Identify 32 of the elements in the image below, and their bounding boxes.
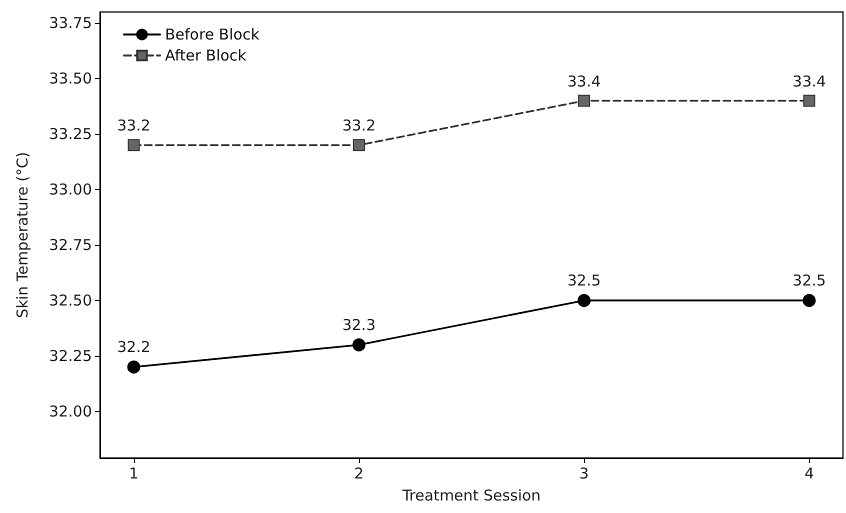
text: 33.50 — [49, 70, 92, 88]
data-label: 32.3 — [342, 316, 376, 334]
point — [128, 139, 140, 152]
data-label: 33.4 — [792, 72, 826, 90]
data-label: 32.5 — [567, 271, 601, 290]
x-tick-label: 1 — [129, 464, 139, 482]
x-tick-label: 3 — [579, 464, 589, 482]
data-label: 33.2 — [342, 116, 376, 135]
point — [352, 139, 365, 152]
text: 32.00 — [49, 402, 92, 420]
legend-label: Before Block — [165, 26, 260, 44]
x-tick-label: 4 — [804, 464, 814, 482]
point — [352, 338, 366, 352]
data-label: 33.4 — [567, 72, 601, 90]
point — [802, 294, 816, 307]
y-axis-title: Skin Temperature (°C) — [14, 152, 32, 318]
text: 33.00 — [49, 180, 92, 199]
point — [578, 94, 590, 107]
text: 32.75 — [49, 236, 92, 254]
data-label: 32.2 — [117, 338, 150, 356]
text: 33.25 — [49, 125, 92, 144]
data-label: 33.2 — [117, 116, 150, 135]
x-axis-title: Treatment Session — [401, 486, 541, 504]
text: 33.75 — [49, 14, 92, 32]
point — [803, 94, 816, 107]
point — [127, 360, 140, 374]
text: 32.50 — [49, 291, 92, 310]
text: 32.25 — [49, 346, 92, 365]
point — [578, 294, 591, 307]
x-tick-label: 2 — [354, 464, 364, 482]
data-label: 32.5 — [792, 271, 826, 290]
legend-label: After Block — [165, 46, 247, 64]
